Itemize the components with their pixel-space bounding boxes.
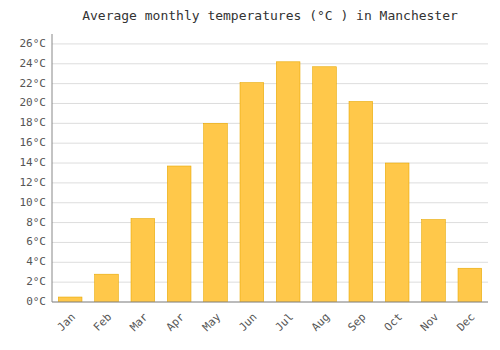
y-tick-label: 18°C	[20, 116, 47, 129]
x-tick-label: Sep	[345, 311, 368, 334]
y-tick-label: 12°C	[20, 176, 47, 189]
bar	[131, 219, 155, 302]
bar	[204, 123, 228, 302]
x-tick-label: May	[200, 310, 224, 334]
y-tick-label: 6°C	[26, 235, 46, 248]
grid-line	[52, 123, 488, 124]
x-tick-label: Dec	[454, 311, 477, 334]
y-axis-line	[52, 34, 53, 302]
grid-line	[52, 202, 488, 203]
bar	[385, 163, 409, 302]
y-tick-label: 20°C	[20, 96, 47, 109]
bar	[458, 268, 482, 302]
grid-line	[52, 43, 488, 44]
grid-line	[52, 143, 488, 144]
y-axis: 0°C 2°C 4°C 6°C 8°C 10°C 12°C 14°C 16°C 18°C 20°C 2…	[20, 37, 47, 308]
y-tick-label: 8°C	[26, 216, 46, 229]
chart-svg: 0°C 2°C 4°C 6°C 8°C 10°C 12°C 14°C 16°C 18°C 20°C 2…	[0, 0, 500, 350]
bar	[167, 166, 191, 302]
x-tick-label: Jun	[236, 311, 259, 334]
x-tick-label: Feb	[91, 311, 114, 334]
y-tick-label: 0°C	[26, 295, 46, 308]
grid-line	[52, 163, 488, 164]
bar	[240, 83, 264, 302]
y-tick-label: 26°C	[20, 37, 47, 50]
x-tick-label: Oct	[382, 311, 405, 334]
grid-line	[52, 182, 488, 183]
y-tick-label: 22°C	[20, 77, 47, 90]
grid-line	[52, 63, 488, 64]
grid-line	[52, 302, 488, 303]
x-tick-label: Aug	[309, 311, 332, 334]
x-axis-line	[52, 302, 488, 303]
y-grid	[52, 44, 488, 302]
y-tick-label: 4°C	[26, 255, 46, 268]
x-axis: Jan Feb Mar Apr May Jun Jul Aug Sep Oct Nov Dec	[55, 310, 478, 334]
title: Average monthly temperatures (°C ) in Ma…	[82, 8, 458, 23]
bar	[276, 62, 300, 302]
y-tick-label: 16°C	[20, 136, 47, 149]
grid-line	[52, 103, 488, 104]
x-tick-label: Apr	[164, 310, 188, 334]
grid-line	[52, 83, 488, 84]
x-tick-label: Mar	[127, 310, 151, 334]
x-tick-label: Jul	[273, 311, 296, 334]
chart-container: 0°C 2°C 4°C 6°C 8°C 10°C 12°C 14°C 16°C 18°C 20°C 2…	[0, 0, 500, 350]
bar	[313, 67, 337, 302]
y-tick-label: 10°C	[20, 196, 47, 209]
x-tick-label: Nov	[418, 310, 442, 334]
y-tick-label: 24°C	[20, 57, 47, 70]
bars	[58, 62, 481, 302]
y-tick-label: 2°C	[26, 275, 46, 288]
y-tick-label: 14°C	[20, 156, 47, 169]
bar	[58, 297, 82, 302]
bar	[349, 101, 373, 302]
x-tick-label: Jan	[55, 311, 78, 334]
bar	[422, 220, 446, 302]
bar	[95, 274, 119, 302]
